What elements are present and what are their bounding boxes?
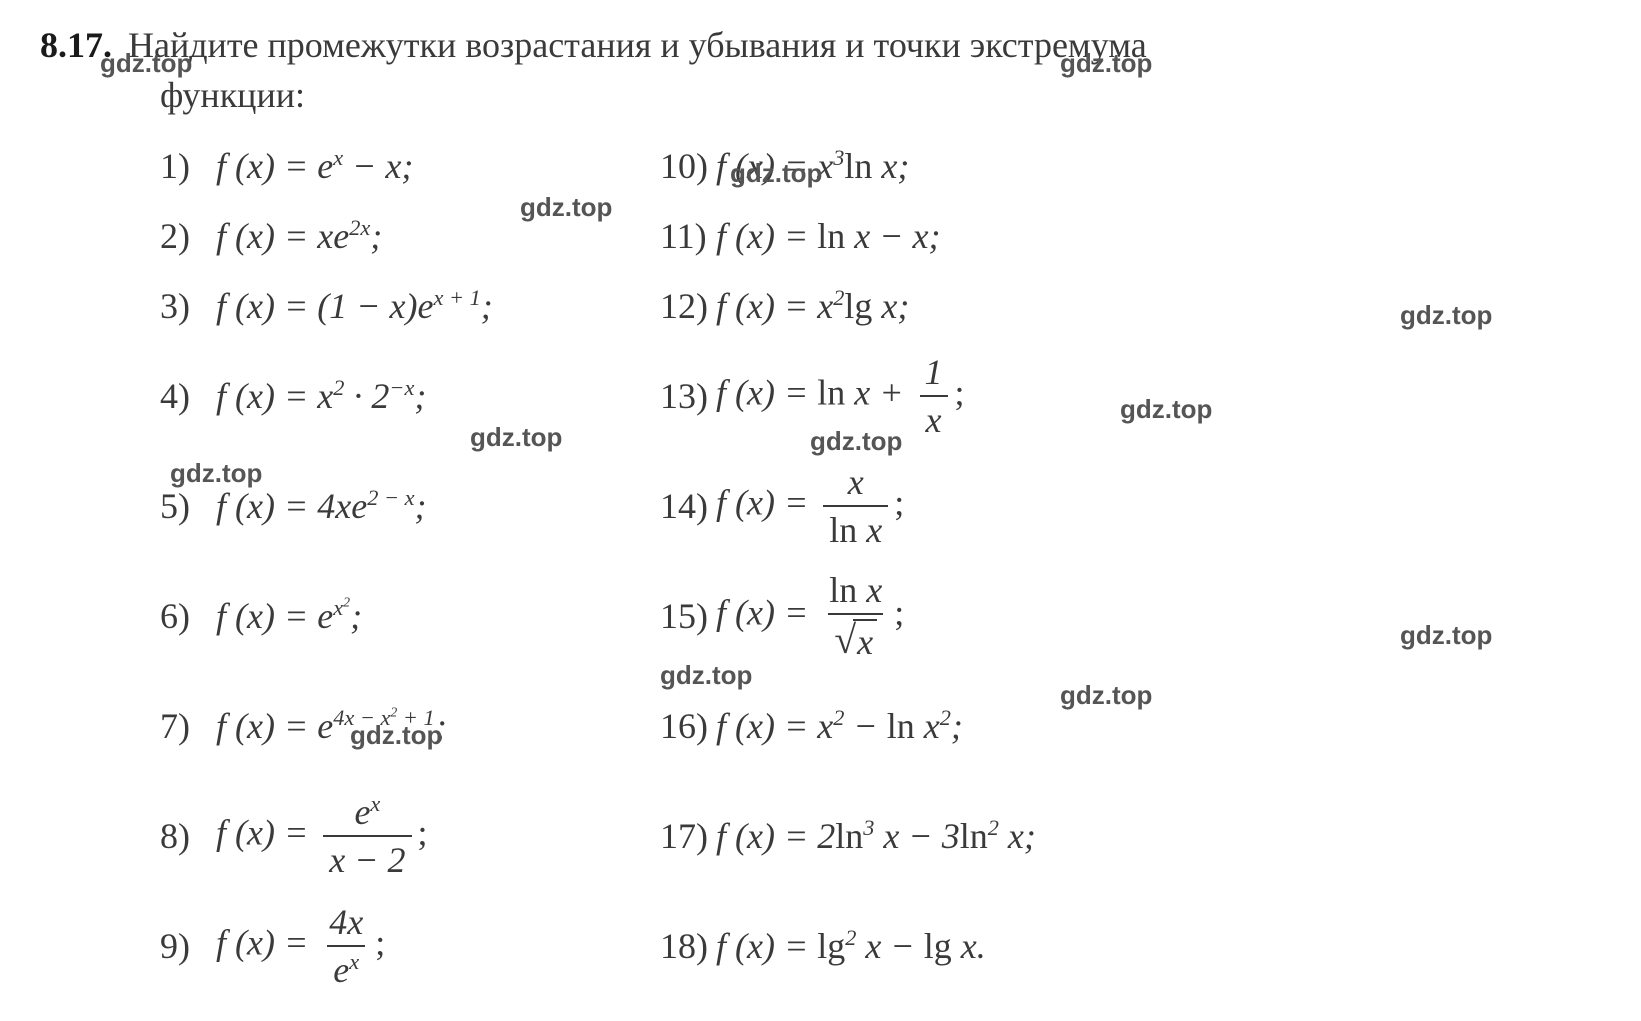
item-number: 10) bbox=[660, 145, 716, 187]
item-number: 14) bbox=[660, 485, 716, 527]
item-expression: f (x) = 4xex; bbox=[216, 901, 385, 991]
item-number: 17) bbox=[660, 815, 716, 857]
item-expression: f (x) = exx − 2; bbox=[216, 791, 428, 881]
problem-header: 8.17. Найдите промежутки возрастания и у… bbox=[40, 20, 1601, 70]
item-number: 7) bbox=[160, 705, 216, 747]
item-expression: f (x) = ln x + 1x; bbox=[716, 351, 965, 441]
item-number: 15) bbox=[660, 595, 716, 637]
item-number: 18) bbox=[660, 925, 716, 967]
list-item: 16)f (x) = x2 − ln x2; bbox=[660, 671, 1360, 781]
list-item: 4)f (x) = x2 · 2−x; bbox=[160, 341, 660, 451]
item-expression: f (x) = 4xe2 − x; bbox=[216, 485, 427, 527]
columns: 1)f (x) = ex − x;2)f (x) = xe2x;3)f (x) … bbox=[160, 131, 1601, 1001]
item-number: 3) bbox=[160, 285, 216, 327]
item-number: 8) bbox=[160, 815, 216, 857]
item-number: 1) bbox=[160, 145, 216, 187]
item-expression: f (x) = x3ln x; bbox=[716, 145, 909, 187]
item-expression: f (x) = ln x√x; bbox=[716, 569, 904, 663]
column-left: 1)f (x) = ex − x;2)f (x) = xe2x;3)f (x) … bbox=[160, 131, 660, 1001]
item-number: 12) bbox=[660, 285, 716, 327]
list-item: 6)f (x) = ex2; bbox=[160, 561, 660, 671]
item-number: 2) bbox=[160, 215, 216, 257]
item-expression: f (x) = x2 · 2−x; bbox=[216, 375, 426, 417]
list-item: 7)f (x) = e4x − x2 + 1; bbox=[160, 671, 660, 781]
item-expression: f (x) = ln x − x; bbox=[716, 215, 941, 257]
item-expression: f (x) = x2lg x; bbox=[716, 285, 909, 327]
item-expression: f (x) = x2 − ln x2; bbox=[716, 705, 963, 747]
item-expression: f (x) = 2ln3 x − 3ln2 x; bbox=[716, 815, 1036, 857]
list-item: 3)f (x) = (1 − x)ex + 1; bbox=[160, 271, 660, 341]
list-item: 12)f (x) = x2lg x; bbox=[660, 271, 1360, 341]
list-item: 14)f (x) = xln x; bbox=[660, 451, 1360, 561]
column-right: 10)f (x) = x3ln x;11)f (x) = ln x − x;12… bbox=[660, 131, 1360, 1001]
list-item: 9)f (x) = 4xex; bbox=[160, 891, 660, 1001]
list-item: 13)f (x) = ln x + 1x; bbox=[660, 341, 1360, 451]
item-number: 4) bbox=[160, 375, 216, 417]
item-number: 5) bbox=[160, 485, 216, 527]
item-number: 9) bbox=[160, 925, 216, 967]
list-item: 5)f (x) = 4xe2 − x; bbox=[160, 451, 660, 561]
item-number: 6) bbox=[160, 595, 216, 637]
list-item: 11)f (x) = ln x − x; bbox=[660, 201, 1360, 271]
problem-text-line1: Найдите промежутки возрастания и убывани… bbox=[128, 20, 1147, 70]
item-number: 13) bbox=[660, 375, 716, 417]
list-item: 2)f (x) = xe2x; bbox=[160, 201, 660, 271]
item-number: 11) bbox=[660, 215, 716, 257]
item-expression: f (x) = (1 − x)ex + 1; bbox=[216, 285, 493, 327]
item-expression: f (x) = e4x − x2 + 1; bbox=[216, 705, 447, 747]
list-item: 1)f (x) = ex − x; bbox=[160, 131, 660, 201]
problem-text-line2: функции: bbox=[160, 70, 1601, 120]
item-number: 16) bbox=[660, 705, 716, 747]
list-item: 8)f (x) = exx − 2; bbox=[160, 781, 660, 891]
item-expression: f (x) = xe2x; bbox=[216, 215, 382, 257]
list-item: 15)f (x) = ln x√x; bbox=[660, 561, 1360, 671]
item-expression: f (x) = ex − x; bbox=[216, 145, 413, 187]
item-expression: f (x) = ex2; bbox=[216, 595, 362, 637]
list-item: 18)f (x) = lg2 x − lg x. bbox=[660, 891, 1360, 1001]
problem-number: 8.17. bbox=[40, 24, 112, 66]
item-expression: f (x) = xln x; bbox=[716, 461, 904, 551]
list-item: 17)f (x) = 2ln3 x − 3ln2 x; bbox=[660, 781, 1360, 891]
list-item: 10)f (x) = x3ln x; bbox=[660, 131, 1360, 201]
item-expression: f (x) = lg2 x − lg x. bbox=[716, 925, 986, 967]
page: 8.17. Найдите промежутки возрастания и у… bbox=[40, 20, 1601, 1001]
